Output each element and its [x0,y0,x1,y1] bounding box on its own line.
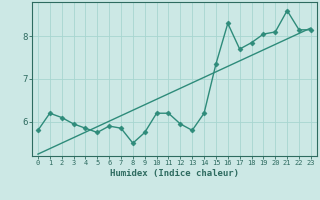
X-axis label: Humidex (Indice chaleur): Humidex (Indice chaleur) [110,169,239,178]
